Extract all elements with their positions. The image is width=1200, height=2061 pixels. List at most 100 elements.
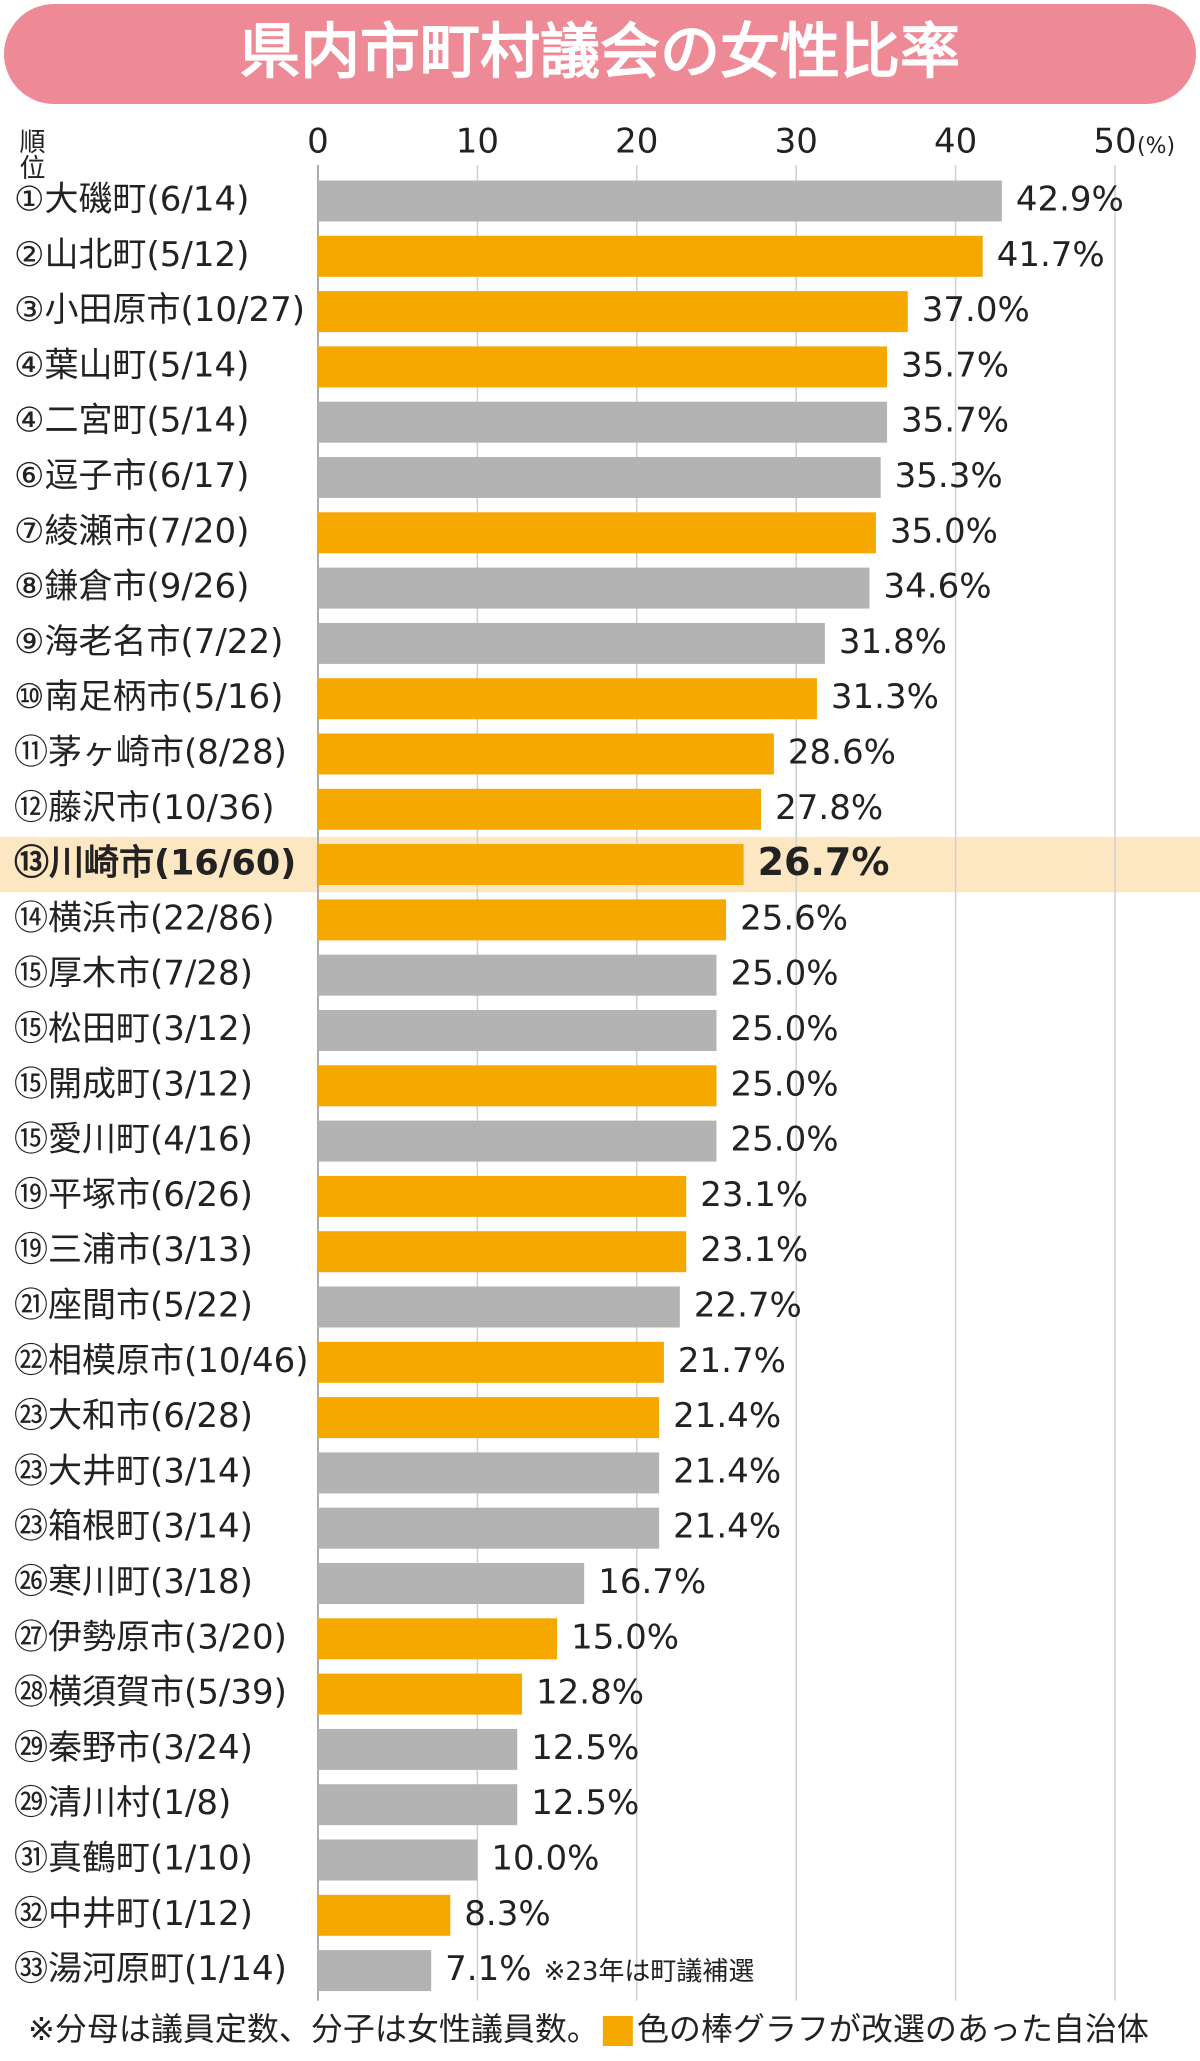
x-tick-label: 50	[1093, 122, 1136, 162]
y-axis-label: 順位	[15, 128, 45, 180]
value-label: 25.6%	[740, 898, 848, 938]
bar	[318, 1618, 558, 1660]
y-tick-label: ㉖寒川町(3/18)	[14, 1562, 253, 1602]
value-label: 34.6%	[884, 567, 992, 607]
value-label: 21.4%	[673, 1396, 781, 1436]
y-tick-label: ㉘横須賀市(5/39)	[14, 1673, 287, 1713]
value-label: 37.0%	[922, 290, 1030, 330]
y-tick-label: ⑬川崎市(16/60)	[14, 844, 296, 884]
y-tick-label: ④葉山町(5/14)	[14, 345, 249, 385]
value-label: 35.7%	[901, 401, 1009, 441]
bar	[318, 180, 1002, 222]
value-label: 27.8%	[775, 788, 883, 828]
y-tick-label: ㉝湯河原町(1/14)	[14, 1949, 287, 1989]
bar	[318, 1950, 432, 1992]
y-tick-label: ⑮厚木市(7/28)	[14, 954, 253, 994]
y-tick-label: ㉒相模原市(10/46)	[14, 1341, 309, 1381]
value-label: 12.5%	[531, 1728, 639, 1768]
y-tick-label: ①大磯町(6/14)	[14, 180, 249, 220]
x-tick-label: 40	[934, 122, 977, 162]
value-label: 21.4%	[673, 1507, 781, 1547]
bar	[318, 1894, 451, 1936]
bar	[318, 678, 817, 720]
footnote: 色の棒グラフが改選のあった自治体	[637, 2010, 1149, 2048]
footnote: ※分母は議員定数、分子は女性議員数。	[28, 2010, 599, 2048]
bar	[318, 788, 762, 830]
value-label: 22.7%	[694, 1286, 802, 1326]
value-label: 35.7%	[901, 345, 1009, 385]
bar	[318, 954, 717, 996]
y-tick-label: ⑫藤沢市(10/36)	[14, 788, 275, 828]
bar	[318, 844, 744, 886]
value-label: 15.0%	[571, 1617, 679, 1657]
bar	[318, 567, 870, 609]
value-label: 25.0%	[731, 1009, 839, 1049]
y-tick-label: ④二宮町(5/14)	[14, 401, 249, 441]
value-label: 35.3%	[895, 456, 1003, 496]
bar	[318, 1673, 523, 1715]
chart-title: 県内市町村議会の女性比率	[240, 18, 960, 88]
bar	[318, 1784, 518, 1826]
value-label: 12.5%	[531, 1783, 639, 1823]
bar	[318, 622, 825, 664]
y-tick-label: ⑥逗子市(6/17)	[14, 456, 249, 496]
value-label: 7.1%	[445, 1949, 531, 1989]
value-label: 25.0%	[731, 1064, 839, 1104]
y-tick-label: ⑨海老名市(7/22)	[14, 622, 283, 662]
y-tick-label: ⑩南足柄市(5/16)	[14, 677, 283, 717]
bar	[318, 1839, 478, 1881]
value-label: 25.0%	[731, 1120, 839, 1160]
bar	[318, 1231, 687, 1273]
bar	[318, 1341, 664, 1383]
bar	[318, 457, 881, 498]
y-tick-label: ⑧鎌倉市(9/26)	[14, 567, 249, 607]
y-tick-label: ⑭横浜市(22/86)	[14, 898, 275, 938]
value-label: 21.7%	[678, 1341, 786, 1381]
value-label: 8.3%	[464, 1894, 550, 1934]
y-tick-label: ㉓箱根町(3/14)	[14, 1507, 253, 1547]
bar	[318, 1397, 660, 1439]
bar	[318, 1175, 687, 1217]
value-label: 21.4%	[673, 1451, 781, 1491]
title-banner	[4, 4, 1196, 104]
bar	[318, 1563, 585, 1604]
value-label: 26.7%	[758, 840, 890, 884]
y-tick-label: ㉑座間市(5/22)	[14, 1286, 253, 1326]
bar	[318, 1452, 660, 1494]
value-label: 23.1%	[700, 1230, 808, 1270]
value-label: 10.0%	[491, 1839, 599, 1879]
bar	[318, 1286, 680, 1328]
x-tick-label: 10	[456, 122, 499, 162]
y-tick-label: ㉓大和市(6/28)	[14, 1396, 253, 1436]
y-tick-label: ㉛真鶴町(1/10)	[14, 1839, 253, 1879]
x-tick-label: 30	[775, 122, 818, 162]
y-tick-label: ⑪茅ヶ崎市(8/28)	[14, 733, 287, 773]
value-label: 25.0%	[731, 954, 839, 994]
bar	[318, 733, 774, 775]
legend-swatch	[602, 2016, 633, 2046]
bar	[318, 235, 983, 277]
value-label: 12.8%	[536, 1673, 644, 1713]
annotation: ※23年は町議補選	[544, 1957, 755, 1987]
value-label: 41.7%	[997, 235, 1105, 275]
value-label: 16.7%	[598, 1562, 706, 1602]
bar	[318, 401, 888, 443]
y-tick-label: ⑮松田町(3/12)	[14, 1009, 253, 1049]
bar	[318, 512, 876, 554]
value-label: 42.9%	[1016, 180, 1124, 220]
bar	[318, 291, 908, 333]
bar	[318, 899, 727, 941]
y-tick-label: ⑲三浦市(3/13)	[14, 1230, 253, 1270]
y-tick-label: ③小田原市(10/27)	[14, 290, 305, 330]
y-tick-label: ㉙秦野市(3/24)	[14, 1728, 253, 1768]
y-tick-label: ㉙清川村(1/8)	[14, 1783, 231, 1823]
value-label: 31.8%	[839, 622, 947, 662]
y-tick-label: ㉜中井町(1/12)	[14, 1894, 253, 1934]
y-tick-label: ②山北町(5/12)	[14, 235, 249, 275]
bar	[318, 1507, 660, 1549]
x-tick-label: 20	[615, 122, 658, 162]
value-label: 23.1%	[700, 1175, 808, 1215]
y-tick-label: ⑦綾瀬市(7/20)	[14, 511, 249, 551]
y-tick-label: ⑮開成町(3/12)	[14, 1064, 253, 1104]
